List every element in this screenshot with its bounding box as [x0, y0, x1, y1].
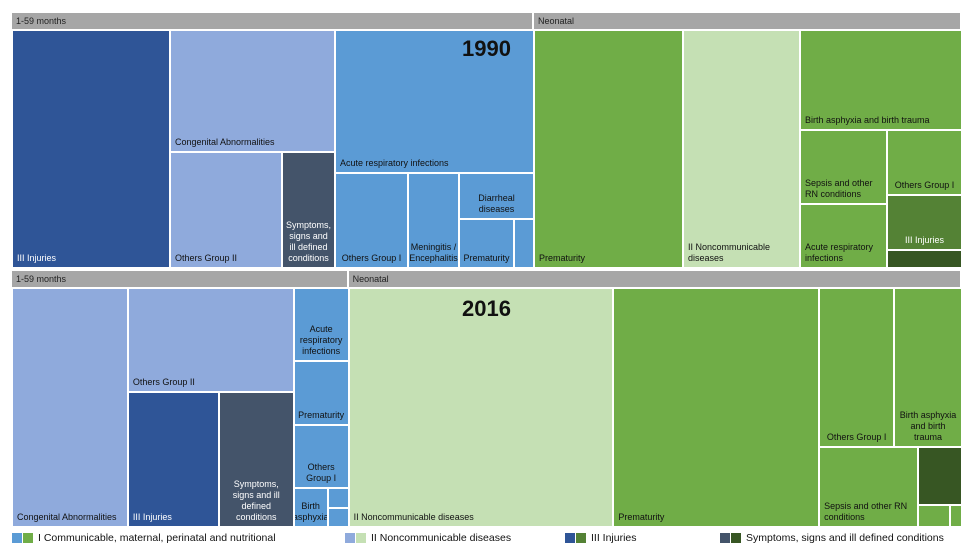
legend-label: II Noncommunicable diseases: [371, 532, 512, 544]
cell-label: III Injuries: [132, 512, 172, 522]
cell-label: Sepsis and other RN conditions: [805, 178, 873, 199]
legend-swatch: [12, 533, 22, 543]
cell-label: II Noncommunicable diseases: [353, 512, 474, 522]
treemap-cell: Symptoms, signs and ill defined conditio…: [218, 392, 294, 527]
cell-label: Sepsis and other RN conditions: [824, 501, 908, 522]
legend-label: Symptoms, signs and ill defined conditio…: [746, 532, 944, 544]
group-header: 1-59 months: [12, 271, 349, 287]
cell-label: Others Group I: [341, 253, 402, 263]
treemap-cell: II Noncommunicable diseases: [348, 288, 614, 527]
cell-label: Meningitis / Encephalitis: [409, 242, 458, 263]
treemap-cell: Congenital Abnormalities: [12, 288, 128, 527]
cell-label: Symptoms, signs and ill defined conditio…: [232, 479, 280, 522]
group-header: Neonatal: [534, 13, 962, 29]
legend-swatch: [345, 533, 355, 543]
treemap-cell: Congenital Abnormalities: [170, 30, 335, 152]
cell-label: Congenital Abnormalities: [17, 512, 117, 522]
treemap-cell: Others Group II: [127, 288, 294, 392]
cell-label: Prematurity: [298, 410, 345, 420]
legend-item: II Noncommunicable diseases: [345, 532, 511, 544]
treemap-cell: Birth asphyxia: [293, 488, 328, 527]
cell-label: III Injuries: [17, 253, 57, 263]
cell-label: Acute respiratory infections: [299, 324, 343, 356]
treemap-cell: [887, 250, 962, 268]
treemap-cell: Birth asphyxia and birth trauma: [800, 30, 962, 130]
cell-label: Birth asphyxia: [293, 501, 328, 522]
treemap-cell: Sepsis and other RN conditions: [800, 130, 887, 204]
legend-label: I Communicable, maternal, perinatal and …: [38, 532, 276, 544]
legend-swatch: [720, 533, 730, 543]
cell-label: Prematurity: [463, 253, 510, 263]
treemap-cell: [918, 505, 950, 527]
treemap-cell: [327, 508, 349, 527]
treemap-cell: Others Group I: [293, 425, 349, 488]
cell-label: Birth asphyxia and birth trauma: [805, 115, 930, 125]
cell-label: Acute respiratory infections: [805, 242, 874, 263]
cell-label: Symptoms, signs and ill defined conditio…: [286, 220, 332, 263]
legend-swatch: [23, 533, 33, 543]
legend-item: Symptoms, signs and ill defined conditio…: [720, 532, 944, 544]
treemap-cell: Others Group II: [170, 152, 282, 268]
legend-swatch: [731, 533, 741, 543]
cell-label: Birth asphyxia and birth trauma: [899, 410, 957, 442]
cell-label: Acute respiratory infections: [340, 158, 449, 168]
cell-label: Prematurity: [539, 253, 586, 263]
treemap-cell: III Injuries: [887, 195, 962, 250]
treemap-cell: Prematurity: [613, 288, 820, 527]
treemap-cell: III Injuries: [127, 392, 219, 527]
group-header: Neonatal: [348, 271, 962, 287]
treemap-cell: Prematurity: [293, 361, 349, 425]
treemap-cell: [918, 447, 962, 505]
treemap-cell: Prematurity: [534, 30, 683, 268]
legend-item: I Communicable, maternal, perinatal and …: [12, 532, 276, 544]
legend-label: III Injuries: [591, 532, 637, 544]
group-header: 1-59 months: [12, 13, 534, 29]
treemap-cell: Others Group I: [819, 288, 895, 447]
cell-label: Others Group I: [306, 462, 337, 483]
cell-label: II Noncommunicable diseases: [688, 242, 771, 263]
treemap-cell: [327, 488, 349, 508]
cell-label: Others Group II: [175, 253, 238, 263]
cell-label: Others Group I: [894, 180, 955, 190]
cell-label: Others Group II: [132, 377, 195, 387]
treemap-cell: Sepsis and other RN conditions: [819, 447, 919, 527]
treemap-cell: III Injuries: [12, 30, 170, 268]
treemap-cell: Acute respiratory infections: [293, 288, 349, 361]
treemap-cell: [514, 219, 534, 268]
treemap-cell: Acute respiratory infections: [800, 204, 887, 268]
treemap-cell: Symptoms, signs and ill defined conditio…: [282, 152, 335, 268]
treemap-cell: Prematurity: [459, 219, 514, 268]
treemap-cell: [950, 505, 962, 527]
cell-label: Others Group I: [826, 432, 887, 442]
treemap-cell: Others Group I: [335, 173, 408, 268]
cell-label: Prematurity: [618, 512, 665, 522]
legend-swatch: [356, 533, 366, 543]
treemap-cell: Diarrheal diseases: [459, 173, 534, 219]
treemap-cell: II Noncommunicable diseases: [683, 30, 800, 268]
panel-year: 2016: [462, 296, 511, 321]
treemap-cell: Birth asphyxia and birth trauma: [894, 288, 962, 447]
legend-swatch: [576, 533, 586, 543]
cell-label: Congenital Abnormalities: [175, 137, 275, 147]
legend-item: III Injuries: [565, 532, 637, 544]
treemap-cell: Meningitis / Encephalitis: [408, 173, 459, 268]
cell-label: Diarrheal diseases: [478, 193, 515, 214]
treemap-cell: Others Group I: [887, 130, 962, 195]
legend-swatch: [565, 533, 575, 543]
cell-label: III Injuries: [904, 235, 944, 245]
treemap-cell: Acute respiratory infections: [335, 30, 534, 173]
panel-year: 1990: [462, 36, 511, 61]
